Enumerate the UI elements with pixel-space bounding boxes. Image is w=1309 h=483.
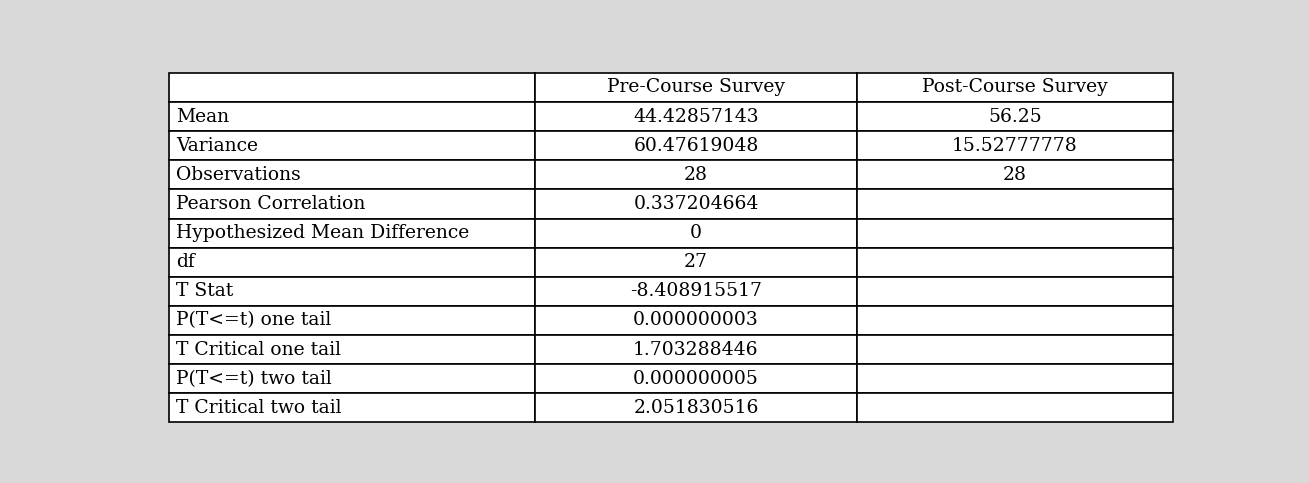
- Text: Hypothesized Mean Difference: Hypothesized Mean Difference: [175, 224, 469, 242]
- Text: 1.703288446: 1.703288446: [634, 341, 759, 358]
- Text: T Critical one tail: T Critical one tail: [175, 341, 340, 358]
- Text: 0.000000005: 0.000000005: [634, 369, 759, 388]
- Bar: [169, 218, 535, 248]
- Bar: [856, 73, 1173, 102]
- Bar: [856, 131, 1173, 160]
- Bar: [169, 73, 535, 102]
- Bar: [856, 335, 1173, 364]
- Bar: [856, 393, 1173, 423]
- Bar: [169, 248, 535, 277]
- Bar: [535, 73, 856, 102]
- Text: T Stat: T Stat: [175, 283, 233, 300]
- Text: 28: 28: [685, 166, 708, 184]
- Bar: [169, 306, 535, 335]
- Bar: [169, 364, 535, 393]
- Bar: [856, 248, 1173, 277]
- Bar: [169, 335, 535, 364]
- Bar: [535, 393, 856, 423]
- Text: 0.000000003: 0.000000003: [634, 312, 759, 329]
- Text: P(T<=t) one tail: P(T<=t) one tail: [175, 312, 331, 329]
- Text: 15.52777778: 15.52777778: [952, 137, 1077, 155]
- Text: Pearson Correlation: Pearson Correlation: [175, 195, 365, 213]
- Text: 2.051830516: 2.051830516: [634, 399, 759, 417]
- Text: T Critical two tail: T Critical two tail: [175, 399, 342, 417]
- Text: 27: 27: [685, 253, 708, 271]
- Text: Variance: Variance: [175, 137, 258, 155]
- Bar: [856, 218, 1173, 248]
- Bar: [535, 102, 856, 131]
- Text: Observations: Observations: [175, 166, 301, 184]
- Bar: [169, 102, 535, 131]
- Bar: [169, 393, 535, 423]
- Text: Pre-Course Survey: Pre-Course Survey: [607, 78, 785, 97]
- Text: Mean: Mean: [175, 108, 229, 126]
- Text: 0.337204664: 0.337204664: [634, 195, 759, 213]
- Bar: [535, 131, 856, 160]
- Bar: [856, 102, 1173, 131]
- Bar: [856, 364, 1173, 393]
- Text: 44.42857143: 44.42857143: [634, 108, 759, 126]
- Text: df: df: [175, 253, 195, 271]
- Bar: [535, 248, 856, 277]
- Bar: [856, 189, 1173, 218]
- Bar: [169, 160, 535, 189]
- Bar: [169, 277, 535, 306]
- Text: Post-Course Survey: Post-Course Survey: [922, 78, 1107, 97]
- Bar: [535, 364, 856, 393]
- Bar: [535, 306, 856, 335]
- Bar: [856, 160, 1173, 189]
- Bar: [535, 160, 856, 189]
- Text: -8.408915517: -8.408915517: [630, 283, 762, 300]
- Bar: [535, 335, 856, 364]
- Bar: [535, 277, 856, 306]
- Bar: [169, 131, 535, 160]
- Bar: [535, 189, 856, 218]
- Bar: [169, 189, 535, 218]
- Text: 56.25: 56.25: [988, 108, 1042, 126]
- Bar: [856, 277, 1173, 306]
- Bar: [535, 218, 856, 248]
- Text: P(T<=t) two tail: P(T<=t) two tail: [175, 369, 331, 388]
- Text: 60.47619048: 60.47619048: [634, 137, 759, 155]
- Bar: [856, 306, 1173, 335]
- Text: 0: 0: [690, 224, 702, 242]
- Text: 28: 28: [1003, 166, 1026, 184]
